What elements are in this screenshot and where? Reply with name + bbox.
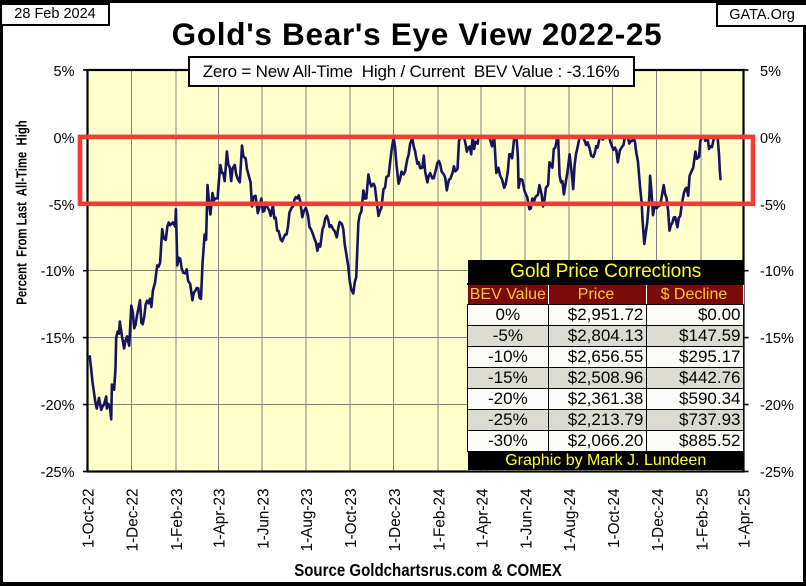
svg-text:1-Apr-23: 1-Apr-23 <box>212 489 229 549</box>
svg-text:1-Jun-23: 1-Jun-23 <box>255 489 272 549</box>
svg-text:1-Dec-23: 1-Dec-23 <box>387 489 404 552</box>
svg-text:1-Oct-22: 1-Oct-22 <box>81 489 98 549</box>
svg-text:1-Apr-24: 1-Apr-24 <box>474 488 491 548</box>
svg-text:1-Aug-23: 1-Aug-23 <box>299 489 316 552</box>
svg-text:1-Feb-23: 1-Feb-23 <box>169 489 186 551</box>
svg-text:1-Apr-25: 1-Apr-25 <box>737 489 754 549</box>
svg-text:1-Dec-22: 1-Dec-22 <box>125 489 142 552</box>
svg-text:1-Aug-24: 1-Aug-24 <box>562 488 579 551</box>
svg-text:1-Feb-24: 1-Feb-24 <box>431 488 448 551</box>
svg-text:1-Dec-24: 1-Dec-24 <box>650 488 667 551</box>
svg-text:1-Oct-23: 1-Oct-23 <box>343 489 360 549</box>
svg-text:1-Feb-25: 1-Feb-25 <box>694 489 711 551</box>
svg-text:1-Oct-24: 1-Oct-24 <box>606 488 623 548</box>
svg-text:1-Jun-24: 1-Jun-24 <box>518 488 535 549</box>
